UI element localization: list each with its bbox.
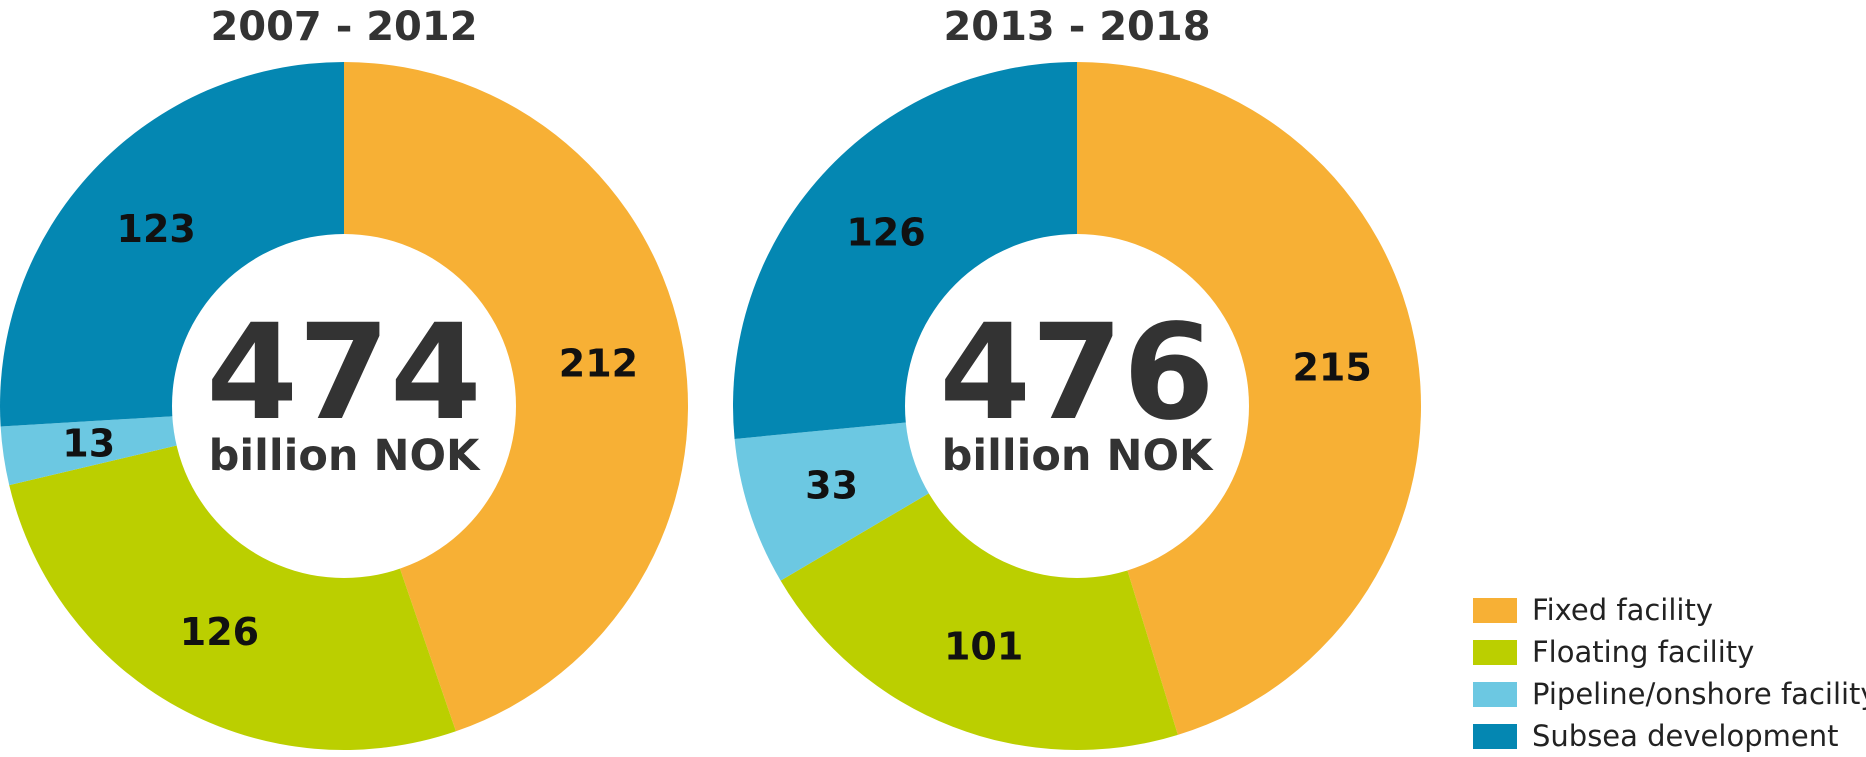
slice-label-pipeline-onshore-facility: 33 (805, 464, 858, 508)
slice-labels-group: 215 101 33 126 (805, 211, 1372, 669)
slice-fixed-facility (1077, 62, 1421, 735)
slice-label-pipeline-onshore-facility: 13 (62, 421, 115, 465)
legend-label-subsea: Subsea development (1532, 719, 1838, 753)
legend-swatch-fixed (1473, 598, 1517, 623)
slice-label-subsea-development: 123 (117, 207, 196, 251)
slice-label-fixed-facility: 215 (1292, 346, 1371, 390)
legend: Fixed facility Floating facility Pipelin… (1473, 593, 1866, 753)
center-total: 476 (939, 296, 1215, 450)
legend-swatch-floating (1473, 640, 1517, 665)
chart-2007-2012: 2007 - 2012 212 126 13 123 474 billion NOK (0, 4, 689, 750)
center-total: 474 (206, 296, 482, 450)
chart-title: 2013 - 2018 (943, 4, 1210, 50)
chart-2013-2018: 2013 - 2018 215 101 33 126 476 billion NOK (733, 4, 1421, 750)
slice-label-fixed-facility: 212 (559, 341, 638, 385)
donut-hole (905, 234, 1249, 578)
legend-swatch-pipeline (1473, 682, 1517, 707)
center-unit: billion NOK (942, 431, 1214, 481)
donut-hole (172, 234, 516, 578)
legend-label-floating: Floating facility (1532, 635, 1754, 669)
slice-labels-group: 212 126 13 123 (62, 207, 638, 654)
legend-label-pipeline: Pipeline/onshore facility (1532, 677, 1866, 711)
center-unit: billion NOK (209, 431, 481, 481)
legend-label-fixed: Fixed facility (1532, 593, 1713, 627)
chart-title: 2007 - 2012 (210, 4, 477, 50)
slice-label-floating-facility: 101 (944, 625, 1023, 669)
slice-label-floating-facility: 126 (180, 610, 259, 654)
slice-label-subsea-development: 126 (846, 211, 925, 255)
legend-swatch-subsea (1473, 724, 1517, 749)
slice-fixed-facility (344, 62, 689, 732)
